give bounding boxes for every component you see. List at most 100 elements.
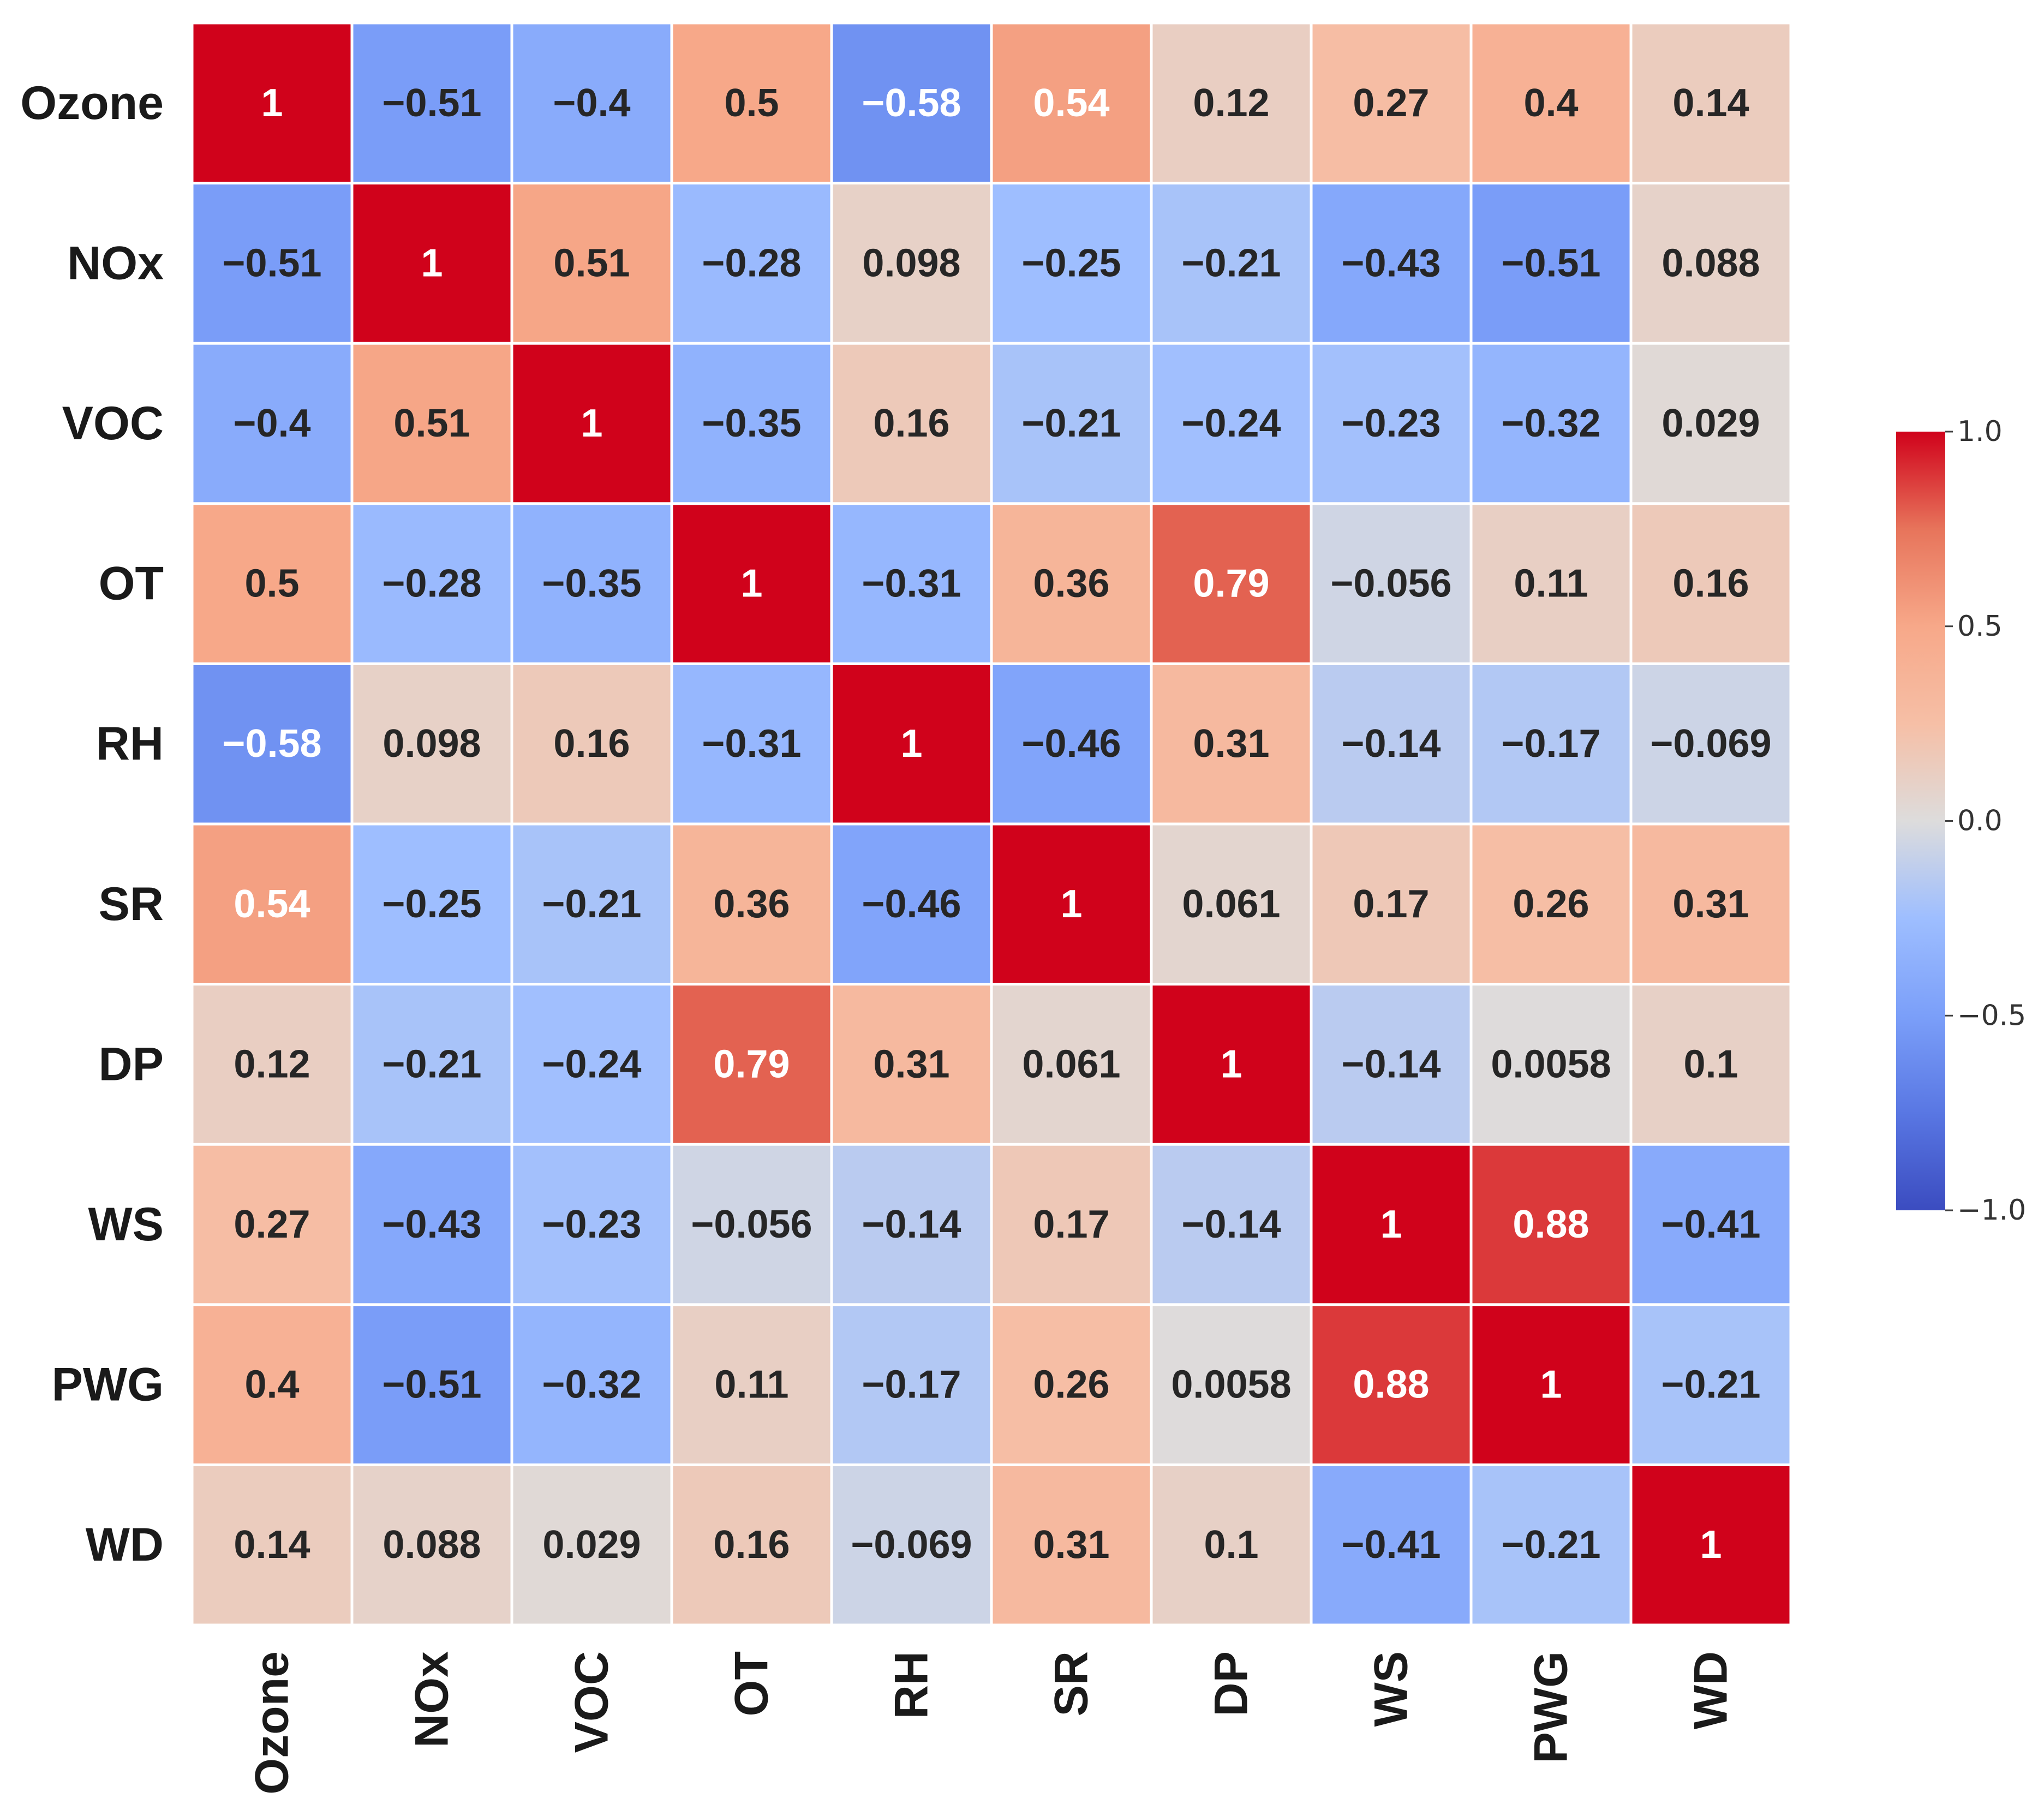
heatmap-cell-WS-SR [993, 1145, 1150, 1304]
cell-value-label: −0.056 [691, 1203, 812, 1246]
heatmap-cell-OT-SR [993, 505, 1150, 662]
heatmap-cell-WD-SR [993, 1466, 1150, 1624]
row-label-nox: NOx [67, 237, 164, 289]
cell-value-label: 0.31 [873, 1042, 949, 1086]
heatmap-cell-PWG-WD [1632, 1306, 1790, 1463]
cell-value-label: −0.24 [542, 1042, 641, 1086]
heatmap-cell-SR-RH [833, 825, 990, 983]
heatmap-cell-WS-NOx [353, 1145, 511, 1304]
cell-value-label: 0.12 [234, 1042, 310, 1086]
cell-value-label: 0.098 [382, 722, 481, 766]
cell-value-label: −0.46 [1021, 722, 1121, 766]
heatmap-cell-VOC-Ozone [193, 344, 351, 503]
heatmap-cell-Ozone-Ozone [193, 24, 351, 182]
cell-value-label: −0.46 [862, 882, 961, 926]
heatmap-cell-NOx-DP [1152, 184, 1310, 342]
cell-value-label: −0.14 [1341, 1042, 1441, 1086]
cell-value-label: 0.51 [393, 402, 470, 445]
heatmap-cell-WD-Ozone [193, 1466, 351, 1624]
cell-value-label: 1 [1700, 1523, 1722, 1567]
cell-value-label: −0.35 [702, 402, 801, 445]
row-label-ozone: Ozone [20, 77, 164, 129]
cell-value-label: 0.79 [1193, 562, 1269, 606]
heatmap-cell-NOx-WD [1632, 184, 1790, 342]
cell-value-label: 0.16 [713, 1523, 790, 1567]
heatmap-cell-OT-NOx [353, 505, 511, 662]
heatmap-cell-WD-WD [1632, 1466, 1790, 1624]
column-label-ot: OT [726, 1651, 778, 1716]
heatmap-cell-NOx-OT [673, 184, 830, 342]
heatmap-cell-RH-OT [673, 665, 830, 823]
heatmap-cell-SR-SR [993, 825, 1150, 983]
heatmap-cell-DP-WS [1312, 985, 1470, 1143]
heatmap-cell-OT-PWG [1472, 505, 1630, 662]
heatmap-cell-DP-Ozone [193, 985, 351, 1143]
heatmap-cell-RH-DP [1152, 665, 1310, 823]
cell-value-label: 0.26 [1513, 882, 1589, 926]
colorbar-tick-label: −0.5 [1957, 999, 2026, 1032]
cell-value-label: 0.26 [1033, 1363, 1109, 1407]
heatmap-cell-RH-RH [833, 665, 990, 823]
column-label-sr: SR [1045, 1651, 1098, 1716]
heatmap-cell-PWG-DP [1152, 1306, 1310, 1463]
cell-value-label: 0.17 [1033, 1203, 1109, 1246]
cell-value-label: −0.4 [233, 402, 310, 445]
cell-value-label: −0.51 [382, 1363, 481, 1407]
heatmap-cell-DP-WD [1632, 985, 1790, 1143]
heatmap-cell-SR-PWG [1472, 825, 1630, 983]
heatmap-cell-WD-DP [1152, 1466, 1310, 1624]
heatmap-cell-Ozone-WD [1632, 24, 1790, 182]
column-label-dp: DP [1205, 1651, 1258, 1716]
cell-value-label: −0.28 [702, 241, 801, 285]
heatmap-cell-OT-DP [1152, 505, 1310, 662]
cell-value-label: −0.28 [382, 562, 481, 606]
cell-value-label: −0.58 [862, 81, 961, 125]
cell-value-label: −0.51 [382, 81, 481, 125]
cell-value-label: −0.43 [1341, 241, 1441, 285]
heatmap-cell-VOC-OT [673, 344, 830, 503]
column-label-wd: WD [1685, 1651, 1737, 1729]
heatmap-cell-WD-RH [833, 1466, 990, 1624]
heatmap-cell-Ozone-DP [1152, 24, 1310, 182]
cell-value-label: −0.17 [862, 1363, 961, 1407]
cell-value-label: 0.088 [382, 1523, 481, 1567]
heatmap-cell-SR-NOx [353, 825, 511, 983]
cell-value-label: −0.17 [1501, 722, 1600, 766]
cell-value-label: 1 [1060, 882, 1082, 926]
heatmap-cell-OT-Ozone [193, 505, 351, 662]
heatmap-cell-Ozone-SR [993, 24, 1150, 182]
heatmap-cell-SR-OT [673, 825, 830, 983]
colorbar-tick-label: −1.0 [1957, 1194, 2026, 1227]
cell-value-label: 0.31 [1672, 882, 1749, 926]
colorbar-tick-label: 0.5 [1957, 610, 2003, 643]
cell-value-label: 0.5 [244, 562, 299, 606]
heatmap-cell-VOC-VOC [513, 344, 671, 503]
heatmap-cell-SR-Ozone [193, 825, 351, 983]
heatmap-cell-Ozone-NOx [353, 24, 511, 182]
cell-value-label: 0.1 [1204, 1523, 1258, 1567]
heatmap-cell-VOC-DP [1152, 344, 1310, 503]
cell-value-label: 1 [421, 241, 443, 285]
heatmap-cell-VOC-RH [833, 344, 990, 503]
heatmap-cell-WD-WS [1312, 1466, 1470, 1624]
heatmap-cell-Ozone-RH [833, 24, 990, 182]
heatmap-cell-NOx-WS [1312, 184, 1470, 342]
heatmap-cell-WD-NOx [353, 1466, 511, 1624]
cell-value-label: 0.16 [1672, 562, 1749, 606]
cell-value-label: 0.54 [234, 882, 310, 926]
cell-value-label: 0.061 [1182, 882, 1280, 926]
cell-value-label: 0.51 [553, 241, 630, 285]
heatmap-cell-WS-WD [1632, 1145, 1790, 1304]
cell-value-label: 0.098 [862, 241, 960, 285]
cell-value-label: 1 [1380, 1203, 1402, 1246]
heatmap-cell-DP-OT [673, 985, 830, 1143]
heatmap-cell-RH-WS [1312, 665, 1470, 823]
heatmap-cell-PWG-VOC [513, 1306, 671, 1463]
row-label-pwg: PWG [52, 1359, 164, 1411]
cell-value-label: 0.79 [713, 1042, 790, 1086]
cell-value-label: −0.4 [553, 81, 630, 125]
heatmap-cell-DP-VOC [513, 985, 671, 1143]
cell-value-label: 0.029 [1662, 402, 1760, 445]
row-labels: Ozone NOx VOC OT RH SR DP WS PWG WD [20, 77, 164, 1571]
